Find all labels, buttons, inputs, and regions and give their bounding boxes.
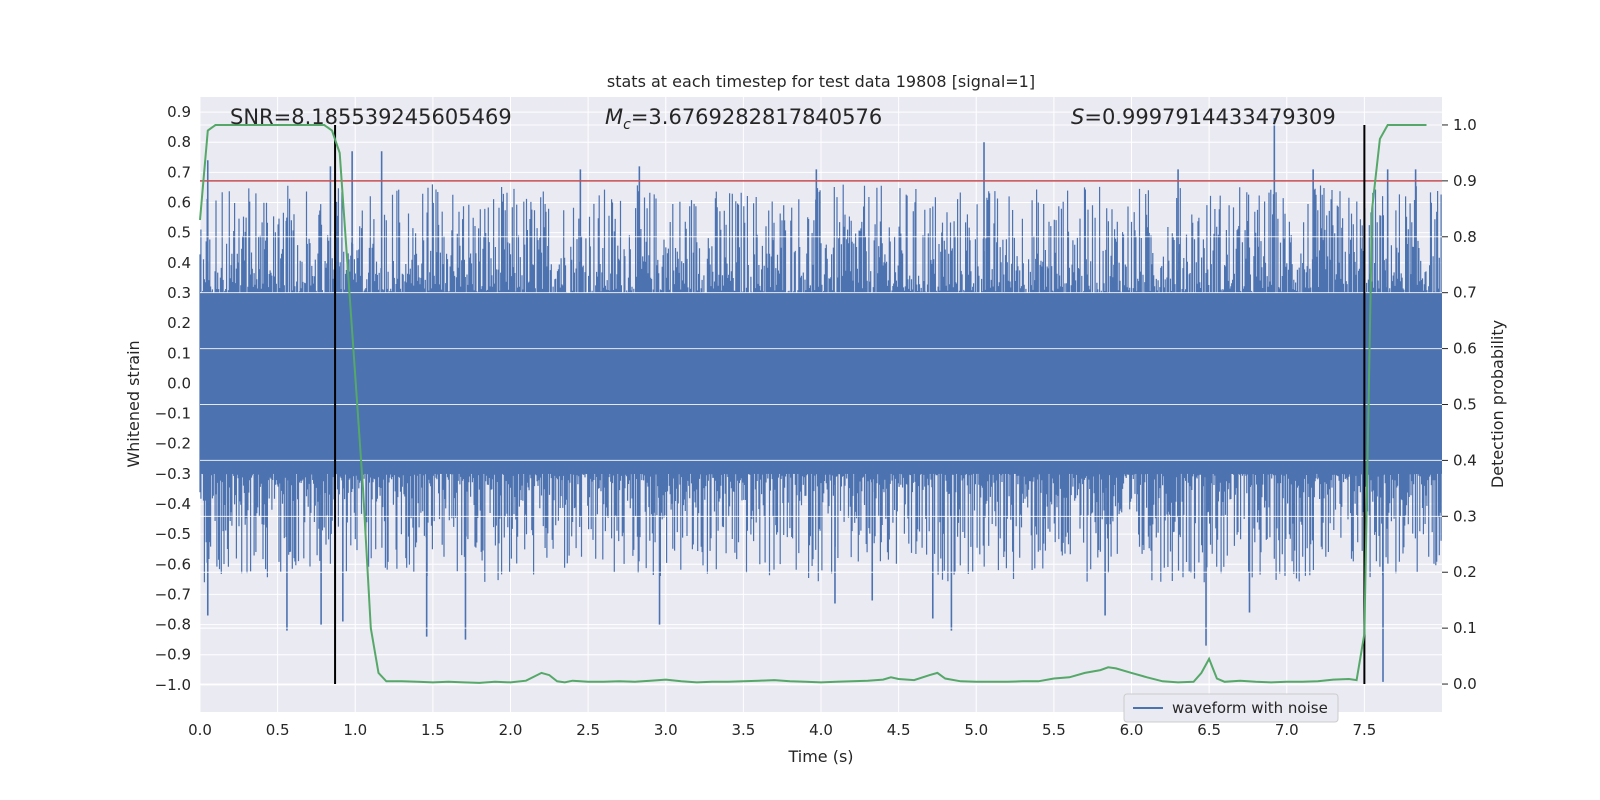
y-right-tick-label: 0.7	[1453, 284, 1477, 302]
y-left-tick-label: −0.9	[155, 646, 191, 664]
x-tick-label: 5.5	[1042, 721, 1066, 739]
y-left-tick-label: −0.8	[155, 616, 191, 634]
x-tick-label: 1.5	[421, 721, 445, 739]
y-right-tick-label: 0.8	[1453, 228, 1477, 246]
chirp-mass-value: =3.6769282817840576	[631, 105, 882, 129]
y-left-tick-label: 0.1	[167, 344, 191, 362]
chirp-mass-subscript: c	[623, 117, 631, 133]
x-tick-label: 7.5	[1352, 721, 1376, 739]
y-left-tick-label: −0.3	[155, 465, 191, 483]
x-axis-ticks: 0.0 0.5 1.0 1.5 2.0 2.5 3.0 3.5 4.0 4.5 5.0 5.5 6.0 6…	[188, 721, 1376, 739]
y-left-tick-label: −0.7	[155, 585, 191, 603]
significance-symbol: S	[1071, 105, 1084, 129]
y-left-tick-label: 0.0	[167, 374, 191, 392]
x-tick-label: 7.0	[1275, 721, 1299, 739]
y-right-tick-label: 0.1	[1453, 619, 1477, 637]
left-y-axis-label: Whitened strain	[124, 340, 143, 467]
x-tick-label: 5.0	[964, 721, 988, 739]
y-left-tick-label: 0.8	[167, 133, 191, 151]
y-left-tick-label: 0.2	[167, 314, 191, 332]
detection-probability-line	[199, 124, 1427, 684]
y-left-tick-label: 0.5	[167, 224, 191, 242]
y-left-tick-label: −0.6	[155, 555, 191, 573]
significance-value: =0.9997914433479309	[1084, 105, 1335, 129]
y-right-tick-label: 0.9	[1453, 172, 1477, 190]
left-y-axis-ticks: 0.9 0.8 0.7 0.6 0.5 0.4 0.3 0.2 0.1 0.0 −0.1 −0.2 −0…	[155, 103, 191, 694]
x-tick-label: 6.5	[1197, 721, 1221, 739]
y-left-tick-label: 0.9	[167, 103, 191, 121]
x-tick-label: 4.0	[809, 721, 833, 739]
x-tick-label: 3.5	[731, 721, 755, 739]
chart-title: stats at each timestep for test data 198…	[607, 72, 1035, 91]
y-right-tick-label: 0.0	[1453, 675, 1477, 693]
x-axis-label: Time (s)	[787, 747, 853, 766]
waveform-trace	[199, 184, 1442, 583]
y-right-tick-label: 0.4	[1453, 451, 1477, 469]
legend: waveform with noise	[1123, 693, 1339, 723]
y-right-tick-label: 0.5	[1453, 396, 1477, 414]
x-tick-label: 1.0	[343, 721, 367, 739]
chirp-mass-annotation: Mc=3.6769282817840576	[605, 105, 882, 133]
y-left-tick-label: −0.4	[155, 495, 191, 513]
snr-annotation: SNR=8.185539245605469	[230, 105, 512, 129]
x-tick-label: 2.5	[576, 721, 600, 739]
waveform-with-noise-series	[199, 118, 1442, 682]
y-left-tick-label: 0.4	[167, 254, 191, 272]
right-y-axis-ticks: 1.0 0.9 0.8 0.7 0.6 0.5 0.4 0.3 0.2 0.1 0.0	[1442, 116, 1477, 693]
x-tick-label: 4.5	[887, 721, 911, 739]
y-left-tick-label: −0.2	[155, 435, 191, 453]
y-right-tick-label: 0.2	[1453, 563, 1477, 581]
y-right-tick-label: 0.6	[1453, 340, 1477, 358]
y-left-tick-label: 0.6	[167, 194, 191, 212]
right-y-axis-label: Detection probability	[1488, 320, 1507, 488]
significance-annotation: S=0.9997914433479309	[1071, 105, 1336, 129]
x-tick-label: 0.0	[188, 721, 212, 739]
chirp-mass-symbol: M	[605, 105, 623, 129]
overlay-lines	[199, 124, 1442, 685]
y-left-tick-label: 0.3	[167, 284, 191, 302]
y-left-tick-label: −1.0	[155, 676, 191, 694]
x-tick-label: 2.0	[499, 721, 523, 739]
y-right-tick-label: 0.3	[1453, 507, 1477, 525]
x-tick-label: 3.0	[654, 721, 678, 739]
y-left-tick-label: 0.7	[167, 163, 191, 181]
y-right-tick-label: 1.0	[1453, 116, 1477, 134]
x-tick-label: 0.5	[266, 721, 290, 739]
x-tick-label: 6.0	[1120, 721, 1144, 739]
legend-label: waveform with noise	[1172, 699, 1328, 717]
legend-box	[1123, 693, 1339, 723]
y-left-tick-label: −0.5	[155, 525, 191, 543]
y-left-tick-label: −0.1	[155, 405, 191, 423]
